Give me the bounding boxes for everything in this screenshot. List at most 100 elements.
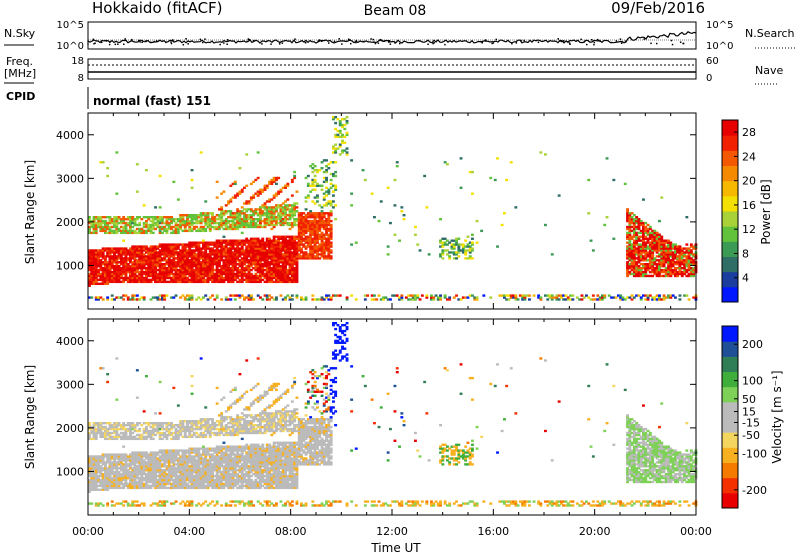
power-cell <box>223 191 226 193</box>
power-cell <box>612 179 615 181</box>
power-cell <box>216 196 219 198</box>
power-cell <box>330 242 333 244</box>
power-cell <box>544 153 547 155</box>
power-cell <box>403 218 406 220</box>
power-cell <box>612 238 615 240</box>
power-cell <box>350 204 353 206</box>
colorbar-swatch <box>722 226 738 242</box>
power-cell <box>296 294 299 296</box>
power-cell <box>389 298 392 300</box>
power-cell <box>172 181 175 183</box>
power-cell <box>257 151 260 153</box>
beam-title: Beam 08 <box>364 3 427 19</box>
power-cell <box>229 298 232 300</box>
power-cell <box>286 198 289 200</box>
power-cell <box>334 122 337 124</box>
power-cell <box>159 206 162 208</box>
power-cell <box>330 179 333 181</box>
power-cell <box>685 243 688 245</box>
colorbar-swatch <box>722 196 738 212</box>
power-cell <box>234 298 237 300</box>
freq-right-tick-bottom: 0 <box>706 73 712 84</box>
power-cell <box>334 204 337 206</box>
power-cell <box>220 206 223 208</box>
power-cell <box>296 206 299 208</box>
power-cell <box>245 185 248 187</box>
power-cell <box>539 296 542 298</box>
power-cell <box>106 175 109 177</box>
power-cell <box>177 198 180 200</box>
velocity-cell <box>138 428 141 430</box>
power-cell <box>419 249 422 251</box>
power-cell <box>321 185 324 187</box>
power-cell <box>330 210 333 212</box>
power-cell <box>471 242 474 244</box>
power-cell <box>250 294 253 296</box>
velocity-cell <box>106 381 109 383</box>
velocity-cell <box>90 502 93 504</box>
power-cell <box>334 161 337 163</box>
power-cell <box>394 234 397 236</box>
power-cell <box>510 161 513 163</box>
power-cell <box>330 224 333 226</box>
power-cell <box>275 296 278 298</box>
power-cell <box>441 257 444 259</box>
power-cell <box>679 294 682 296</box>
power-cell <box>439 218 442 220</box>
power-cell <box>305 296 308 298</box>
power-cell <box>191 187 194 189</box>
power-cell <box>496 157 499 159</box>
power-cell <box>257 177 260 179</box>
power-cell <box>403 214 406 216</box>
freq-label-2: [MHz] <box>4 67 36 80</box>
power-cell <box>400 206 403 208</box>
power-cell <box>332 194 335 196</box>
velocity-cell <box>111 500 114 502</box>
velocity-cell <box>136 397 139 399</box>
velocity-cell <box>106 373 109 375</box>
power-cell <box>400 294 403 296</box>
power-cell <box>364 179 367 181</box>
power-cell <box>446 163 449 165</box>
power-cell <box>476 296 479 298</box>
power-cell <box>296 202 299 204</box>
power-cell <box>143 296 146 298</box>
power-cell <box>457 255 460 257</box>
power-cell <box>343 128 346 130</box>
power-cell <box>102 298 105 300</box>
power-cell <box>603 224 606 226</box>
velocity-cell <box>152 438 155 440</box>
power-cell <box>355 298 358 300</box>
power-cell <box>394 204 397 206</box>
power-cell <box>211 294 214 296</box>
power-cell <box>330 255 333 257</box>
power-cell <box>200 151 203 153</box>
power-cell <box>138 222 141 224</box>
velocity-cell <box>122 446 125 448</box>
power-cell <box>501 224 504 226</box>
power-cell <box>514 206 517 208</box>
power-cell <box>606 157 609 159</box>
power-cell <box>396 165 399 167</box>
power-cell <box>624 183 627 185</box>
velocity-cell <box>122 504 125 506</box>
power-cell <box>419 298 422 300</box>
power-cell <box>649 226 652 228</box>
power-cell <box>460 157 463 159</box>
power-cell <box>252 298 255 300</box>
power-cell <box>503 212 506 214</box>
colorbar-tick-label: 20 <box>742 175 756 188</box>
power-cell <box>102 161 105 163</box>
power-cell <box>191 179 194 181</box>
power-cell <box>414 234 417 236</box>
power-cell <box>346 151 349 153</box>
colorbar-swatch <box>722 135 738 151</box>
frequency-panel: Freq. [MHz] 18 8 60 0 Nave <box>4 55 783 84</box>
power-cell <box>311 294 314 296</box>
power-cell <box>327 167 330 169</box>
noise-right-tick-top: 10^5 <box>706 20 733 31</box>
power-cell <box>528 298 531 300</box>
power-cell <box>471 171 474 173</box>
power-cell <box>346 132 349 134</box>
